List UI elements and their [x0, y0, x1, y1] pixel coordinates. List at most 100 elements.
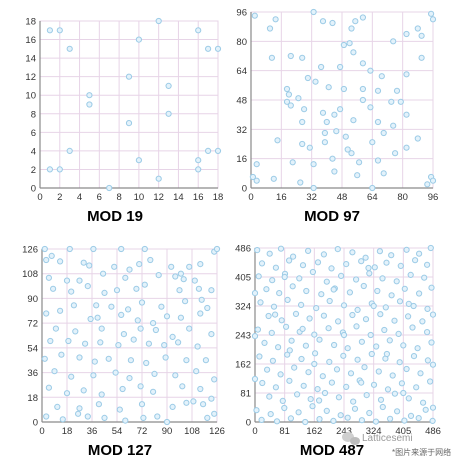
- data-point: [46, 27, 54, 34]
- data-point: [272, 384, 279, 391]
- data-point: [175, 339, 182, 346]
- data-point: [82, 340, 89, 347]
- data-point: [344, 146, 351, 153]
- x-tick-label: 0: [252, 426, 257, 437]
- data-point: [281, 273, 288, 281]
- data-point: [259, 379, 266, 387]
- data-point: [155, 272, 162, 279]
- y-tick-label: 54: [27, 343, 38, 354]
- data-point: [340, 85, 347, 93]
- x-tick-label: 54: [112, 426, 123, 437]
- data-point: [263, 286, 270, 293]
- x-tick-label: 72: [137, 426, 148, 437]
- data-point: [391, 390, 398, 397]
- data-point: [134, 317, 141, 324]
- data-point: [366, 270, 373, 277]
- data-point: [394, 408, 401, 415]
- x-tick-label: 90: [162, 426, 173, 437]
- data-point: [254, 326, 261, 333]
- x-tick-label: 96: [428, 192, 439, 203]
- y-tick-label: 126: [22, 245, 38, 256]
- data-point: [354, 306, 361, 313]
- data-point: [59, 416, 66, 423]
- data-point: [331, 111, 338, 118]
- data-point: [427, 244, 434, 252]
- data-point: [374, 157, 382, 164]
- data-point: [100, 270, 107, 277]
- data-point: [101, 414, 108, 421]
- data-point: [320, 312, 327, 319]
- data-point: [362, 316, 370, 323]
- chart-panel-3: 0 18 36 54 72 90 108 126 0 18 36 54 72 90 108 126 MOD 12…: [22, 245, 225, 460]
- data-point: [396, 298, 404, 305]
- data-point: [400, 342, 407, 349]
- data-point: [45, 274, 53, 281]
- data-point: [279, 397, 286, 404]
- data-point: [84, 413, 91, 420]
- y-tick-label: 81: [240, 389, 251, 400]
- x-tick-label: 16: [276, 192, 287, 203]
- data-point: [197, 310, 204, 317]
- data-point: [383, 350, 390, 358]
- data-point: [328, 379, 335, 386]
- data-point: [316, 416, 323, 423]
- data-point: [320, 251, 327, 258]
- data-point: [396, 359, 403, 366]
- data-point: [312, 78, 319, 85]
- data-point: [354, 356, 361, 363]
- data-point: [388, 98, 395, 105]
- data-point: [136, 261, 143, 268]
- data-point: [381, 326, 388, 334]
- data-point: [365, 264, 372, 272]
- y-tick-label: 108: [22, 269, 38, 280]
- data-point: [420, 399, 427, 406]
- data-point: [306, 315, 313, 322]
- data-point: [43, 413, 50, 420]
- data-point: [56, 166, 63, 173]
- y-tick-label: 10: [25, 91, 36, 102]
- data-point: [269, 277, 276, 284]
- data-point: [374, 87, 382, 94]
- data-point: [76, 354, 83, 361]
- data-point: [50, 285, 57, 292]
- data-point: [45, 384, 53, 391]
- data-point: [204, 414, 211, 421]
- data-point: [340, 41, 347, 49]
- y-tick-label: 80: [236, 37, 247, 48]
- data-point: [337, 412, 344, 419]
- data-point: [314, 386, 321, 393]
- data-point: [384, 386, 392, 393]
- data-point: [416, 250, 423, 257]
- data-point: [276, 290, 283, 297]
- data-point: [397, 262, 404, 269]
- data-point: [326, 358, 333, 365]
- data-point: [141, 245, 148, 253]
- data-point: [390, 38, 397, 45]
- data-point: [403, 111, 410, 118]
- y-tick-label: 405: [235, 273, 251, 284]
- data-point: [350, 398, 357, 405]
- data-point: [46, 166, 54, 173]
- data-point: [302, 418, 309, 426]
- data-point: [261, 339, 268, 346]
- data-point: [428, 10, 435, 17]
- data-point: [340, 302, 348, 309]
- watermark-source: *图片来源于网络: [392, 447, 451, 457]
- data-point: [143, 359, 150, 367]
- data-point: [323, 407, 330, 414]
- data-point: [405, 395, 412, 402]
- data-point: [370, 381, 378, 388]
- data-point: [94, 314, 101, 321]
- data-point: [270, 175, 277, 182]
- data-point: [120, 331, 128, 338]
- data-point: [403, 30, 410, 38]
- data-point: [329, 19, 336, 27]
- data-point: [311, 331, 318, 338]
- data-point: [429, 404, 437, 411]
- data-point: [183, 399, 190, 406]
- data-point: [213, 245, 221, 253]
- data-point: [284, 351, 291, 358]
- data-point: [410, 353, 418, 360]
- data-point: [265, 312, 272, 320]
- data-point: [86, 92, 93, 99]
